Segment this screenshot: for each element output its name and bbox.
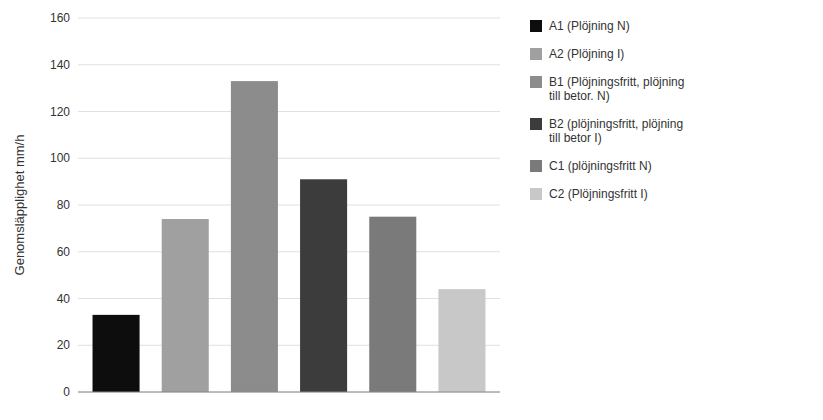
y-tick-label: 160 [50,11,70,25]
legend-label-line: B2 (plöjningsfritt, plöjning [549,117,683,131]
y-axis-label: Genomsläpplighet mm/h [12,135,27,276]
legend-label-line: C2 (Plöjningsfritt I) [549,187,648,201]
legend-swatch [530,160,542,172]
legend-label: A2 (Plöjning I) [549,47,624,61]
legend-swatch [530,20,542,32]
grid-line [78,345,500,346]
grid-line [78,158,500,159]
bar [369,217,416,392]
y-tick-label: 0 [63,385,70,399]
legend-label-line: till betor. N) [549,89,610,103]
y-tick-label: 120 [50,105,70,119]
grid-line [78,64,500,65]
x-axis-line [78,392,500,393]
y-tick-label: 80 [57,198,71,212]
bar [438,289,485,392]
chart: 0 20 40 60 80 100 120 140 160 Genomsläpplighet mm… [0,0,823,420]
grid-line [78,392,500,393]
legend-label-line: C1 (plöjningsfritt N) [549,159,652,173]
chart-container: 0 20 40 60 80 100 120 140 160 Genomsläpplighet mm… [0,0,823,420]
grid-line [78,111,500,112]
y-tick-label: 40 [57,292,71,306]
bar [231,81,278,392]
legend-label: C2 (Plöjningsfritt I) [549,187,648,201]
y-tick-label: 20 [57,338,71,352]
legend-swatch [530,118,542,130]
grid-line [78,298,500,299]
legend-label: B2 (plöjningsfritt, plöjningtill betor I… [549,117,683,145]
y-tick-label: 100 [50,151,70,165]
legend-label: A1 (Plöjning N) [549,19,630,33]
legend-label: C1 (plöjningsfritt N) [549,159,652,173]
legend-swatch [530,48,542,60]
legend-label-line: till betor I) [549,131,602,145]
y-tick-label: 140 [50,58,70,72]
grid-line [78,18,500,19]
bars [93,81,486,392]
grid-line [78,251,500,252]
bar [162,219,209,392]
grid [78,18,500,392]
bar [300,179,347,392]
legend-label: B1 (Plöjningsfritt, plöjningtill betor. … [549,75,684,103]
legend-swatch [530,188,542,200]
y-tick-label: 60 [57,245,71,259]
grid-line [78,205,500,206]
legend-label-line: B1 (Plöjningsfritt, plöjning [549,75,684,89]
legend-label-line: A1 (Plöjning N) [549,19,630,33]
legend-label-line: A2 (Plöjning I) [549,47,624,61]
bar [93,315,140,392]
legend: A1 (Plöjning N) A2 (Plöjning I) B1 (Plöjni… [530,19,684,201]
legend-swatch [530,76,542,88]
